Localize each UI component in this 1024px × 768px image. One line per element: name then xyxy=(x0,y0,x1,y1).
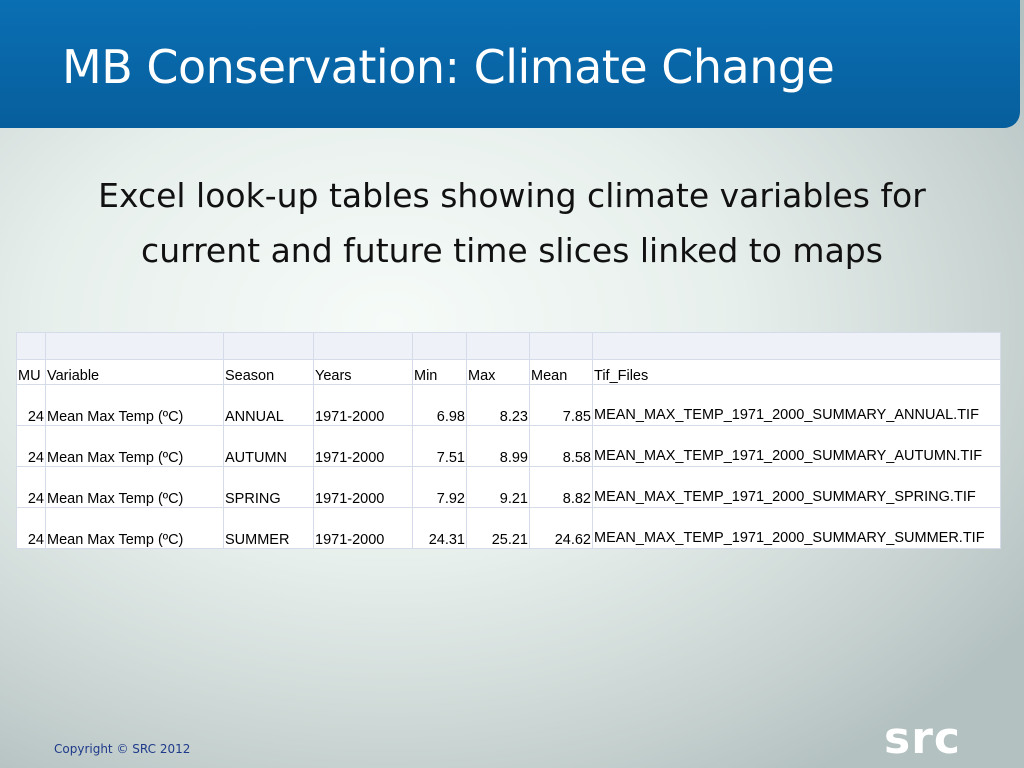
cell-max: 8.99 xyxy=(466,425,530,467)
cell-mean: 7.85 xyxy=(529,384,593,426)
table-header-row: MU Variable Season Years Min Max Mean Ti… xyxy=(16,359,1001,385)
cell-max: 8.23 xyxy=(466,384,530,426)
subtitle-line-2: current and future time slices linked to… xyxy=(141,231,883,270)
header-mean: Mean xyxy=(529,359,593,385)
table-row: 24 Mean Max Temp (ºC) SPRING 1971-2000 7… xyxy=(16,466,1001,508)
cell-variable: Mean Max Temp (ºC) xyxy=(45,384,224,426)
cell-mu: 24 xyxy=(16,507,46,549)
cell-max: 9.21 xyxy=(466,466,530,508)
cell-season: SUMMER xyxy=(223,507,314,549)
copyright-text: Copyright © SRC 2012 xyxy=(54,742,191,756)
cell-season: AUTUMN xyxy=(223,425,314,467)
header-years: Years xyxy=(313,359,413,385)
cell-years: 1971-2000 xyxy=(313,507,413,549)
cell-min: 24.31 xyxy=(412,507,467,549)
table-row: 24 Mean Max Temp (ºC) SUMMER 1971-2000 2… xyxy=(16,507,1001,549)
cell-mean: 8.82 xyxy=(529,466,593,508)
cell-years: 1971-2000 xyxy=(313,425,413,467)
subtitle-line-1: Excel look-up tables showing climate var… xyxy=(98,176,926,215)
lookup-table: MU Variable Season Years Min Max Mean Ti… xyxy=(16,332,1001,549)
table-row: 24 Mean Max Temp (ºC) AUTUMN 1971-2000 7… xyxy=(16,425,1001,467)
cell-tif-file: MEAN_MAX_TEMP_1971_2000_SUMMARY_AUTUMN.T… xyxy=(592,425,1001,467)
title-bar: MB Conservation: Climate Change xyxy=(0,0,1020,128)
cell-variable: Mean Max Temp (ºC) xyxy=(45,425,224,467)
cell-min: 7.92 xyxy=(412,466,467,508)
header-season: Season xyxy=(223,359,314,385)
header-tif-files: Tif_Files xyxy=(592,359,1001,385)
cell-min: 6.98 xyxy=(412,384,467,426)
cell-season: ANNUAL xyxy=(223,384,314,426)
cell-variable: Mean Max Temp (ºC) xyxy=(45,466,224,508)
slide-subtitle: Excel look-up tables showing climate var… xyxy=(0,168,1024,278)
cell-variable: Mean Max Temp (ºC) xyxy=(45,507,224,549)
cell-tif-file: MEAN_MAX_TEMP_1971_2000_SUMMARY_SUMMER.T… xyxy=(592,507,1001,549)
cell-mean: 8.58 xyxy=(529,425,593,467)
header-max: Max xyxy=(466,359,530,385)
cell-mu: 24 xyxy=(16,466,46,508)
cell-tif-file: MEAN_MAX_TEMP_1971_2000_SUMMARY_SPRING.T… xyxy=(592,466,1001,508)
src-logo: src xyxy=(884,713,961,764)
table-row: 24 Mean Max Temp (ºC) ANNUAL 1971-2000 6… xyxy=(16,384,1001,426)
header-variable: Variable xyxy=(45,359,224,385)
header-min: Min xyxy=(412,359,467,385)
header-mu: MU xyxy=(16,359,46,385)
cell-mean: 24.62 xyxy=(529,507,593,549)
cell-season: SPRING xyxy=(223,466,314,508)
cell-years: 1971-2000 xyxy=(313,466,413,508)
cell-mu: 24 xyxy=(16,425,46,467)
table-blank-row xyxy=(16,332,1001,360)
cell-mu: 24 xyxy=(16,384,46,426)
slide-title: MB Conservation: Climate Change xyxy=(62,40,835,94)
cell-max: 25.21 xyxy=(466,507,530,549)
cell-min: 7.51 xyxy=(412,425,467,467)
cell-years: 1971-2000 xyxy=(313,384,413,426)
cell-tif-file: MEAN_MAX_TEMP_1971_2000_SUMMARY_ANNUAL.T… xyxy=(592,384,1001,426)
